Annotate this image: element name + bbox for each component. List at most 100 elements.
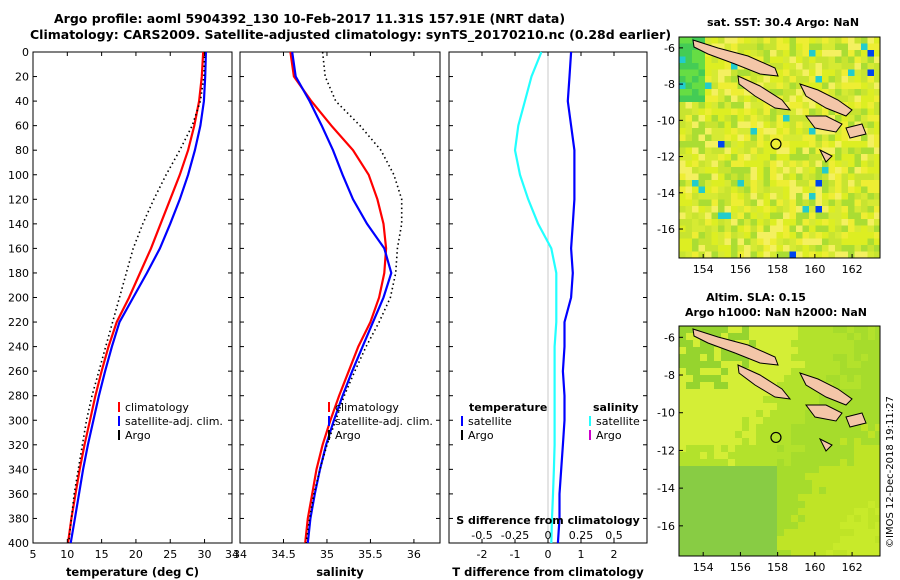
map-cell bbox=[874, 180, 880, 187]
map-cell bbox=[749, 459, 756, 466]
map-cell bbox=[868, 508, 875, 515]
map-cell bbox=[854, 212, 861, 219]
map-cell bbox=[693, 340, 700, 347]
map-cell bbox=[698, 82, 705, 89]
map-cell bbox=[841, 69, 848, 76]
map-cell bbox=[714, 431, 721, 438]
map-cell bbox=[698, 115, 705, 122]
map-cell bbox=[777, 438, 784, 445]
map-cell bbox=[840, 459, 847, 466]
map-cell bbox=[798, 382, 805, 389]
map-cell bbox=[874, 238, 880, 245]
map-cell bbox=[828, 199, 835, 206]
map-cell bbox=[802, 160, 809, 167]
map-cell bbox=[763, 193, 770, 200]
map-cell bbox=[705, 238, 712, 245]
map-cell bbox=[784, 361, 791, 368]
map-cell bbox=[796, 186, 803, 193]
map-cell bbox=[789, 245, 796, 252]
map-cell bbox=[744, 89, 751, 96]
map-cell bbox=[802, 238, 809, 245]
map-cell bbox=[840, 473, 847, 480]
map-cell bbox=[874, 108, 880, 115]
map-cell bbox=[679, 501, 686, 508]
figure-title-line2: Climatology: CARS2009. Satellite-adjuste… bbox=[30, 27, 672, 42]
map-cell bbox=[742, 326, 749, 333]
map-cell bbox=[815, 245, 822, 252]
map-cell bbox=[802, 225, 809, 232]
map-cell bbox=[783, 37, 790, 44]
map-cell bbox=[685, 95, 692, 102]
map-cell bbox=[854, 487, 861, 494]
map-cell bbox=[802, 69, 809, 76]
map-cell bbox=[714, 543, 721, 550]
map-cell bbox=[874, 121, 880, 128]
map-cell bbox=[721, 508, 728, 515]
map-cell bbox=[700, 508, 707, 515]
map-cell bbox=[721, 431, 728, 438]
map-cell bbox=[802, 115, 809, 122]
temperature-x-tick-label: 20 bbox=[129, 548, 143, 561]
map-cell bbox=[724, 95, 731, 102]
map-cell bbox=[805, 466, 812, 473]
map-cell bbox=[679, 232, 686, 239]
map-cell bbox=[728, 480, 735, 487]
map-cell bbox=[848, 108, 855, 115]
map-cell bbox=[744, 128, 751, 135]
map-cell bbox=[854, 340, 861, 347]
map-cell bbox=[735, 536, 742, 543]
map-cell bbox=[705, 173, 712, 180]
map-cell bbox=[744, 232, 751, 239]
map-cell bbox=[875, 431, 880, 438]
map-cell bbox=[724, 251, 731, 258]
map-cell bbox=[686, 452, 693, 459]
map-cell bbox=[847, 333, 854, 340]
map-cell bbox=[742, 473, 749, 480]
map-cell bbox=[802, 76, 809, 83]
map-cell bbox=[819, 515, 826, 522]
map-cell bbox=[763, 445, 770, 452]
map-cell bbox=[796, 43, 803, 50]
map-cell bbox=[742, 431, 749, 438]
map-cell bbox=[763, 487, 770, 494]
map-cell bbox=[776, 37, 783, 44]
map-cell bbox=[700, 326, 707, 333]
map-cell bbox=[854, 108, 861, 115]
salinity-x-tick-label: 34 bbox=[233, 548, 247, 561]
map-cell bbox=[698, 121, 705, 128]
map-cell bbox=[737, 134, 744, 141]
map-cell bbox=[750, 206, 757, 213]
map-cell bbox=[757, 56, 764, 63]
map-cell bbox=[854, 134, 861, 141]
map-cell bbox=[776, 63, 783, 70]
map-cell bbox=[867, 180, 874, 187]
map-cell bbox=[789, 186, 796, 193]
map-cell bbox=[692, 141, 699, 148]
map-cell bbox=[861, 63, 868, 70]
map-cell bbox=[805, 550, 812, 556]
map-cell bbox=[791, 550, 798, 556]
map-cell bbox=[867, 154, 874, 161]
map-cell bbox=[809, 199, 816, 206]
map-cell bbox=[791, 410, 798, 417]
map-cell bbox=[847, 361, 854, 368]
map-cell bbox=[815, 173, 822, 180]
map-cell bbox=[840, 508, 847, 515]
map-cell bbox=[841, 206, 848, 213]
map-cell bbox=[776, 128, 783, 135]
map-cell bbox=[854, 232, 861, 239]
map-cell bbox=[714, 375, 721, 382]
map-cell bbox=[724, 76, 731, 83]
map-cell bbox=[848, 121, 855, 128]
map-cell bbox=[828, 89, 835, 96]
map-cell bbox=[798, 361, 805, 368]
map-cell bbox=[784, 459, 791, 466]
map-cell bbox=[840, 368, 847, 375]
map-cell bbox=[868, 445, 875, 452]
island-shape bbox=[737, 75, 792, 111]
map-cell bbox=[763, 251, 770, 258]
map-cell bbox=[840, 466, 847, 473]
map-cell bbox=[867, 121, 874, 128]
map-cell bbox=[750, 102, 757, 109]
map-cell bbox=[826, 340, 833, 347]
